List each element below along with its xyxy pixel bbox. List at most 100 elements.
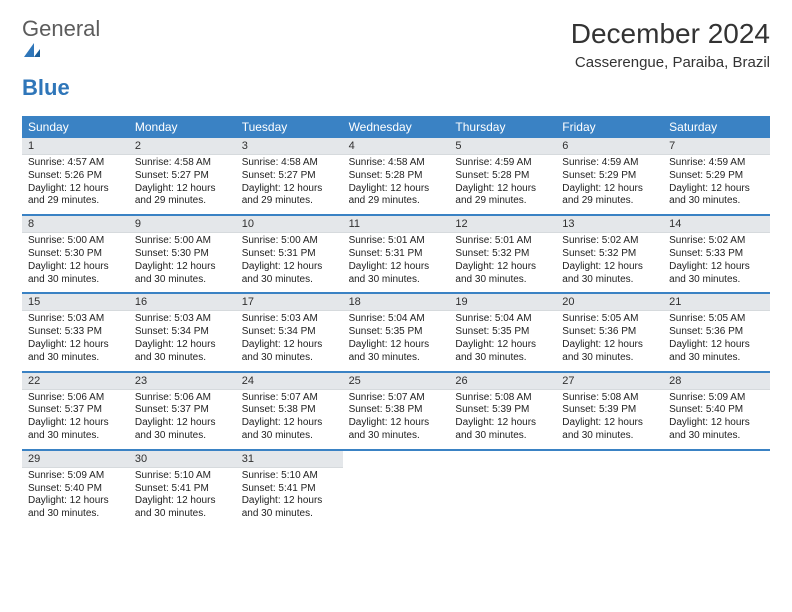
daylight-line2: and 30 minutes.	[349, 430, 444, 443]
sunrise-text: Sunrise: 5:08 AM	[562, 392, 657, 405]
daylight-line2: and 30 minutes.	[28, 508, 123, 521]
day-number: 20	[556, 294, 663, 311]
day-body: Sunrise: 5:05 AMSunset: 5:36 PMDaylight:…	[663, 311, 770, 364]
sunrise-text: Sunrise: 5:07 AM	[349, 392, 444, 405]
sunset-text: Sunset: 5:38 PM	[242, 404, 337, 417]
daylight-line2: and 30 minutes.	[28, 430, 123, 443]
day-cell: 26Sunrise: 5:08 AMSunset: 5:39 PMDayligh…	[449, 373, 556, 449]
day-body	[343, 467, 450, 469]
day-body: Sunrise: 4:58 AMSunset: 5:28 PMDaylight:…	[343, 155, 450, 208]
sunset-text: Sunset: 5:37 PM	[135, 404, 230, 417]
day-number: 18	[343, 294, 450, 311]
day-cell: 10Sunrise: 5:00 AMSunset: 5:31 PMDayligh…	[236, 216, 343, 292]
daylight-line1: Daylight: 12 hours	[455, 339, 550, 352]
day-cell: 1Sunrise: 4:57 AMSunset: 5:26 PMDaylight…	[22, 138, 129, 214]
week-row: 1Sunrise: 4:57 AMSunset: 5:26 PMDaylight…	[22, 138, 770, 216]
day-body: Sunrise: 4:58 AMSunset: 5:27 PMDaylight:…	[236, 155, 343, 208]
daylight-line2: and 30 minutes.	[242, 352, 337, 365]
day-number: 12	[449, 216, 556, 233]
day-cell: 6Sunrise: 4:59 AMSunset: 5:29 PMDaylight…	[556, 138, 663, 214]
daylight-line2: and 30 minutes.	[242, 508, 337, 521]
daylight-line1: Daylight: 12 hours	[28, 183, 123, 196]
day-body: Sunrise: 5:07 AMSunset: 5:38 PMDaylight:…	[236, 390, 343, 443]
day-number: 31	[236, 451, 343, 468]
daylight-line2: and 29 minutes.	[135, 195, 230, 208]
day-body: Sunrise: 5:10 AMSunset: 5:41 PMDaylight:…	[236, 468, 343, 521]
day-number: 3	[236, 138, 343, 155]
sunset-text: Sunset: 5:37 PM	[28, 404, 123, 417]
sunset-text: Sunset: 5:30 PM	[135, 248, 230, 261]
sunrise-text: Sunrise: 5:00 AM	[242, 235, 337, 248]
day-body: Sunrise: 5:00 AMSunset: 5:30 PMDaylight:…	[129, 233, 236, 286]
day-body: Sunrise: 5:06 AMSunset: 5:37 PMDaylight:…	[129, 390, 236, 443]
day-cell: 5Sunrise: 4:59 AMSunset: 5:28 PMDaylight…	[449, 138, 556, 214]
day-cell: 18Sunrise: 5:04 AMSunset: 5:35 PMDayligh…	[343, 294, 450, 370]
daylight-line2: and 29 minutes.	[242, 195, 337, 208]
sunset-text: Sunset: 5:39 PM	[455, 404, 550, 417]
daylight-line1: Daylight: 12 hours	[562, 339, 657, 352]
sunset-text: Sunset: 5:28 PM	[349, 170, 444, 183]
day-number: 5	[449, 138, 556, 155]
daylight-line2: and 29 minutes.	[349, 195, 444, 208]
day-body: Sunrise: 4:58 AMSunset: 5:27 PMDaylight:…	[129, 155, 236, 208]
daylight-line2: and 30 minutes.	[135, 508, 230, 521]
sunrise-text: Sunrise: 5:10 AM	[135, 470, 230, 483]
day-number: 26	[449, 373, 556, 390]
daylight-line2: and 30 minutes.	[562, 352, 657, 365]
sunrise-text: Sunrise: 5:07 AM	[242, 392, 337, 405]
day-number: 9	[129, 216, 236, 233]
daylight-line1: Daylight: 12 hours	[455, 261, 550, 274]
day-body	[449, 467, 556, 469]
daylight-line1: Daylight: 12 hours	[135, 261, 230, 274]
sunset-text: Sunset: 5:41 PM	[135, 483, 230, 496]
daylight-line1: Daylight: 12 hours	[135, 339, 230, 352]
daylight-line1: Daylight: 12 hours	[455, 183, 550, 196]
day-cell: 23Sunrise: 5:06 AMSunset: 5:37 PMDayligh…	[129, 373, 236, 449]
sunset-text: Sunset: 5:31 PM	[242, 248, 337, 261]
sunrise-text: Sunrise: 5:03 AM	[28, 313, 123, 326]
dow-header-row: Sunday Monday Tuesday Wednesday Thursday…	[22, 116, 770, 138]
day-number: 29	[22, 451, 129, 468]
sunrise-text: Sunrise: 4:58 AM	[135, 157, 230, 170]
daylight-line2: and 29 minutes.	[562, 195, 657, 208]
day-cell: 29Sunrise: 5:09 AMSunset: 5:40 PMDayligh…	[22, 451, 129, 527]
day-number: 13	[556, 216, 663, 233]
daylight-line1: Daylight: 12 hours	[669, 339, 764, 352]
daylight-line2: and 30 minutes.	[242, 274, 337, 287]
day-number: 4	[343, 138, 450, 155]
daylight-line1: Daylight: 12 hours	[242, 339, 337, 352]
daylight-line1: Daylight: 12 hours	[242, 261, 337, 274]
sunrise-text: Sunrise: 5:00 AM	[28, 235, 123, 248]
daylight-line2: and 30 minutes.	[135, 352, 230, 365]
sunrise-text: Sunrise: 5:06 AM	[28, 392, 123, 405]
day-body: Sunrise: 5:04 AMSunset: 5:35 PMDaylight:…	[343, 311, 450, 364]
sunset-text: Sunset: 5:34 PM	[242, 326, 337, 339]
daylight-line2: and 30 minutes.	[455, 352, 550, 365]
daylight-line1: Daylight: 12 hours	[349, 261, 444, 274]
day-body: Sunrise: 5:05 AMSunset: 5:36 PMDaylight:…	[556, 311, 663, 364]
day-body: Sunrise: 5:09 AMSunset: 5:40 PMDaylight:…	[663, 390, 770, 443]
sunrise-text: Sunrise: 4:57 AM	[28, 157, 123, 170]
sunrise-text: Sunrise: 5:02 AM	[669, 235, 764, 248]
sunrise-text: Sunrise: 4:58 AM	[349, 157, 444, 170]
sunset-text: Sunset: 5:29 PM	[669, 170, 764, 183]
day-body: Sunrise: 5:03 AMSunset: 5:34 PMDaylight:…	[236, 311, 343, 364]
day-cell: 19Sunrise: 5:04 AMSunset: 5:35 PMDayligh…	[449, 294, 556, 370]
daylight-line1: Daylight: 12 hours	[28, 495, 123, 508]
weeks-container: 1Sunrise: 4:57 AMSunset: 5:26 PMDaylight…	[22, 138, 770, 527]
sunrise-text: Sunrise: 5:01 AM	[349, 235, 444, 248]
daylight-line1: Daylight: 12 hours	[669, 261, 764, 274]
daylight-line2: and 30 minutes.	[669, 195, 764, 208]
day-body: Sunrise: 5:07 AMSunset: 5:38 PMDaylight:…	[343, 390, 450, 443]
week-row: 22Sunrise: 5:06 AMSunset: 5:37 PMDayligh…	[22, 373, 770, 451]
sunrise-text: Sunrise: 5:03 AM	[135, 313, 230, 326]
daylight-line2: and 30 minutes.	[669, 430, 764, 443]
daylight-line2: and 30 minutes.	[242, 430, 337, 443]
sunrise-text: Sunrise: 4:59 AM	[562, 157, 657, 170]
day-body: Sunrise: 5:06 AMSunset: 5:37 PMDaylight:…	[22, 390, 129, 443]
day-body: Sunrise: 5:00 AMSunset: 5:31 PMDaylight:…	[236, 233, 343, 286]
sunrise-text: Sunrise: 5:02 AM	[562, 235, 657, 248]
week-row: 8Sunrise: 5:00 AMSunset: 5:30 PMDaylight…	[22, 216, 770, 294]
day-cell: 15Sunrise: 5:03 AMSunset: 5:33 PMDayligh…	[22, 294, 129, 370]
sunrise-text: Sunrise: 5:09 AM	[669, 392, 764, 405]
